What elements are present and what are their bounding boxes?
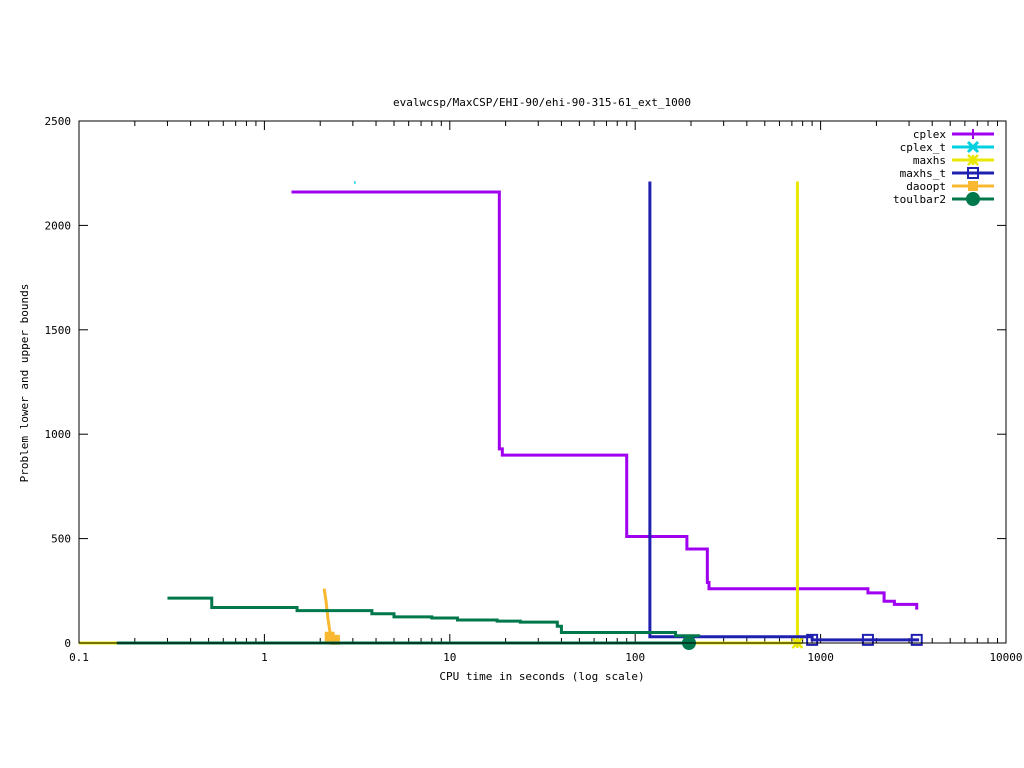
y-tick-label: 1000 xyxy=(45,428,72,441)
series-maxhs_t-3-marker xyxy=(861,633,874,646)
x-tick-label: 0.1 xyxy=(69,651,89,664)
y-axis-label: Problem lower and upper bounds xyxy=(18,284,31,483)
x-tick-label: 1000 xyxy=(807,651,834,664)
x-tick-label: 1 xyxy=(261,651,268,664)
legend-marker-daoopt xyxy=(968,181,978,191)
series-cplex-0-line xyxy=(291,190,919,610)
series-maxhs_t-3-marker xyxy=(806,633,819,646)
legend-label-maxhs_t: maxhs_t xyxy=(900,167,946,180)
legend-label-daoopt: daoopt xyxy=(906,180,946,193)
legend-label-toulbar2: toulbar2 xyxy=(893,193,946,206)
y-tick-label: 500 xyxy=(51,533,71,546)
series-maxhs_t-3-line xyxy=(648,181,920,642)
series-maxhs_t-3 xyxy=(648,181,923,646)
series-daoopt-4 xyxy=(322,588,340,645)
series-toulbar2-6 xyxy=(167,596,701,638)
y-tick-label: 0 xyxy=(64,637,71,650)
series-daoopt-4-marker xyxy=(324,631,335,642)
legend-marker-maxhs xyxy=(967,154,979,166)
legend-label-cplex_t: cplex_t xyxy=(900,141,946,154)
x-tick-label: 10000 xyxy=(989,651,1022,664)
legend-marker-cplex_t xyxy=(966,140,980,154)
y-tick-label: 2500 xyxy=(45,115,72,128)
series-maxhs_t-3-marker xyxy=(910,633,923,646)
y-tick-label: 1500 xyxy=(45,324,72,337)
legend-marker-toulbar2 xyxy=(966,192,980,206)
series-daoopt-4-marker xyxy=(329,634,340,645)
legend-marker-cplex xyxy=(968,129,978,139)
legend-label-maxhs: maxhs xyxy=(913,154,946,167)
x-tick-label: 10 xyxy=(443,651,456,664)
series-toulbar2-6-line xyxy=(167,596,701,638)
chart-title: evalwcsp/MaxCSP/EHI-90/ehi-90-315-61_ext… xyxy=(393,96,691,109)
x-axis-label: CPU time in seconds (log scale) xyxy=(439,670,644,683)
plot-frame xyxy=(78,120,1007,644)
legend-label-cplex: cplex xyxy=(913,128,946,141)
x-tick-label: 100 xyxy=(625,651,645,664)
series-cplex-0 xyxy=(291,190,919,610)
legend-marker-maxhs_t xyxy=(967,167,979,179)
y-tick-label: 2000 xyxy=(45,219,72,232)
